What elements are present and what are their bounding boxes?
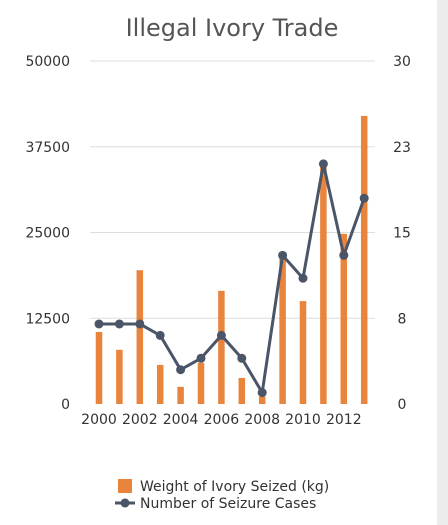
right-tick-label: 23 (393, 140, 411, 156)
bar-2002 (136, 270, 144, 404)
bar-2009 (279, 253, 286, 404)
cases-point-2009 (278, 250, 288, 260)
bar-2011 (320, 163, 327, 404)
seizure-cases-line (94, 159, 369, 398)
cases-point-2002 (135, 319, 145, 329)
bar-2006 (218, 290, 225, 404)
left-tick-label: 0 (61, 397, 70, 413)
left-tick-label: 50000 (25, 54, 70, 70)
chart-title: Illegal Ivory Trade (126, 14, 339, 42)
right-tick-label: 15 (393, 226, 411, 242)
legend: Weight of Ivory Seized (kg) Number of Se… (115, 479, 329, 512)
x-tick-label: 2010 (285, 412, 321, 428)
grid-lines (90, 60, 375, 319)
x-tick-label: 2002 (122, 412, 158, 428)
cases-point-2010 (298, 273, 308, 283)
ivory-trade-chart: Illegal Ivory Trade 0 12500 25000 37500 5000… (25, 14, 411, 512)
legend-swatch-weight (118, 479, 132, 493)
left-tick-label: 25000 (25, 226, 70, 242)
x-tick-label: 2000 (81, 412, 117, 428)
x-tick-label: 2008 (244, 412, 280, 428)
cases-point-2006 (216, 330, 226, 340)
cases-point-2004 (176, 365, 186, 375)
legend-label-weight: Weight of Ivory Seized (kg) (140, 479, 329, 495)
bar-2013 (360, 115, 368, 404)
cases-point-2011 (318, 159, 328, 169)
cases-point-2012 (339, 250, 349, 260)
legend-swatch-cases-marker (120, 498, 130, 508)
bar-2008 (258, 396, 266, 404)
x-axis-ticks: 2000 2002 2004 2006 2008 2010 2012 (81, 412, 361, 428)
legend-label-cases: Number of Seizure Cases (140, 496, 316, 512)
cases-point-2007 (237, 353, 247, 363)
x-tick-label: 2004 (163, 412, 199, 428)
bar-2005 (197, 362, 205, 404)
right-tick-label: 30 (393, 54, 411, 70)
bar-2010 (299, 301, 307, 404)
right-axis-ticks: 0 8 15 23 30 (393, 54, 411, 413)
left-tick-label: 37500 (25, 140, 70, 156)
cases-point-2001 (114, 319, 124, 329)
right-tick-label: 8 (398, 311, 407, 327)
bar-2012 (340, 233, 348, 404)
chart-card: Illegal Ivory Trade 0 12500 25000 37500 5000… (25, 14, 411, 512)
left-tick-label: 12500 (25, 311, 70, 327)
cases-point-2005 (196, 353, 206, 363)
bar-2001 (116, 349, 123, 404)
bar-2004 (177, 386, 184, 404)
cases-point-2000 (94, 319, 104, 329)
left-axis-ticks: 0 12500 25000 37500 50000 (25, 54, 70, 413)
cases-point-2008 (257, 388, 267, 398)
cases-point-2013 (359, 193, 369, 203)
window-edge (437, 0, 448, 525)
cases-point-2003 (155, 330, 165, 340)
x-tick-label: 2012 (326, 412, 362, 428)
bar-2007 (238, 377, 246, 404)
right-tick-label: 0 (398, 397, 407, 413)
x-tick-label: 2006 (204, 412, 240, 428)
weight-bars (95, 115, 368, 404)
bar-2000 (95, 331, 103, 404)
bar-2003 (156, 364, 164, 404)
